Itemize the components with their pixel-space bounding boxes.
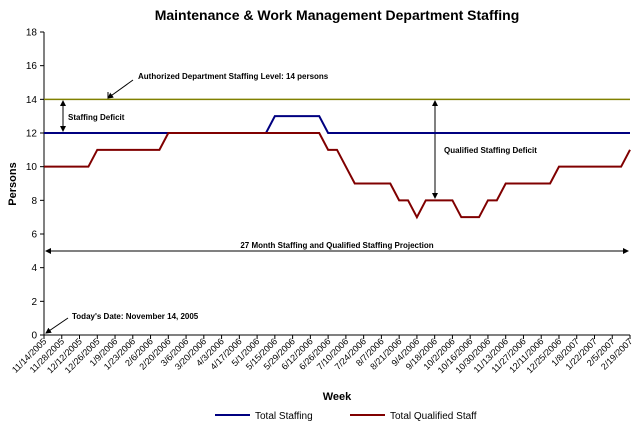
y-axis-label: Persons (7, 162, 19, 205)
series-line (44, 132, 631, 220)
annotation: 27 Month Staffing and Qualified Staffing… (240, 241, 433, 250)
y-tick-label: 6 (31, 230, 37, 241)
annotation: Staffing Deficit (68, 113, 125, 122)
series-line (44, 115, 630, 134)
y-tick-label: 2 (31, 297, 37, 308)
reference-line-label: Authorized Department Staffing Level: 14… (138, 72, 329, 81)
y-tick-label: 12 (26, 129, 38, 140)
reference-arrow (107, 79, 134, 99)
y-tick-label: 14 (26, 95, 38, 106)
annotation: Qualified Staffing Deficit (444, 146, 537, 155)
annotation: Today's Date: November 14, 2005 (72, 312, 199, 321)
y-tick-label: 10 (26, 162, 38, 173)
y-tick-label: 16 (26, 61, 38, 72)
y-tick-label: 18 (26, 28, 38, 39)
legend-label: Total Staffing (255, 411, 313, 422)
today-arrow (45, 317, 69, 334)
y-tick-label: 8 (31, 196, 37, 207)
y-tick-label: 4 (31, 263, 37, 274)
chart-title: Maintenance & Work Management Department… (155, 7, 520, 23)
legend-label: Total Qualified Staff (390, 411, 477, 422)
y-tick-label: 0 (31, 331, 37, 342)
x-axis-label: Week (323, 391, 352, 403)
